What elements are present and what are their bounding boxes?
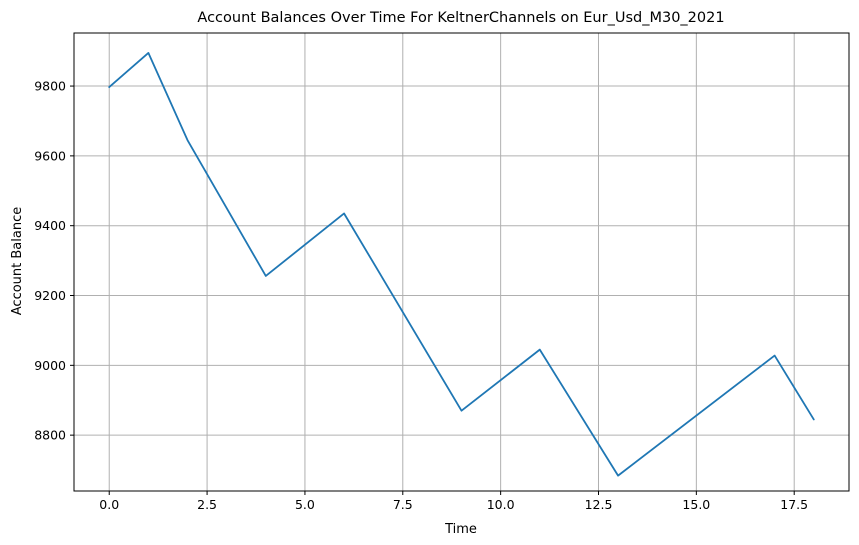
y-tick-label: 9000 — [34, 358, 66, 373]
y-tick-label: 9600 — [34, 148, 66, 163]
x-tick-label: 5.0 — [295, 497, 315, 512]
series-line-account-balance — [108, 52, 815, 477]
y-tick-label: 9400 — [34, 218, 66, 233]
x-tick-label: 12.5 — [585, 497, 613, 512]
y-axis-label: Account Balance — [10, 207, 25, 315]
plot-frame — [73, 32, 850, 492]
x-tick-label: 2.5 — [197, 497, 217, 512]
x-tick-label: 10.0 — [487, 497, 515, 512]
y-tick-label: 8800 — [34, 428, 66, 443]
x-tick-label: 17.5 — [780, 497, 808, 512]
x-tick-label: 7.5 — [393, 497, 413, 512]
chart-title: Account Balances Over Time For KeltnerCh… — [197, 10, 724, 26]
x-axis-label: Time — [444, 522, 477, 537]
axis-ticks: 0.0 2.5 5.0 7.5 10.0 12.5 15.0 17.5 8800 9000 9200… — [34, 79, 808, 512]
x-tick-label: 0.0 — [99, 497, 119, 512]
x-tick-label: 15.0 — [682, 497, 710, 512]
grid — [74, 33, 849, 491]
y-tick-label: 9200 — [34, 288, 66, 303]
y-tick-label: 9800 — [34, 79, 66, 94]
series-layer — [108, 52, 815, 477]
